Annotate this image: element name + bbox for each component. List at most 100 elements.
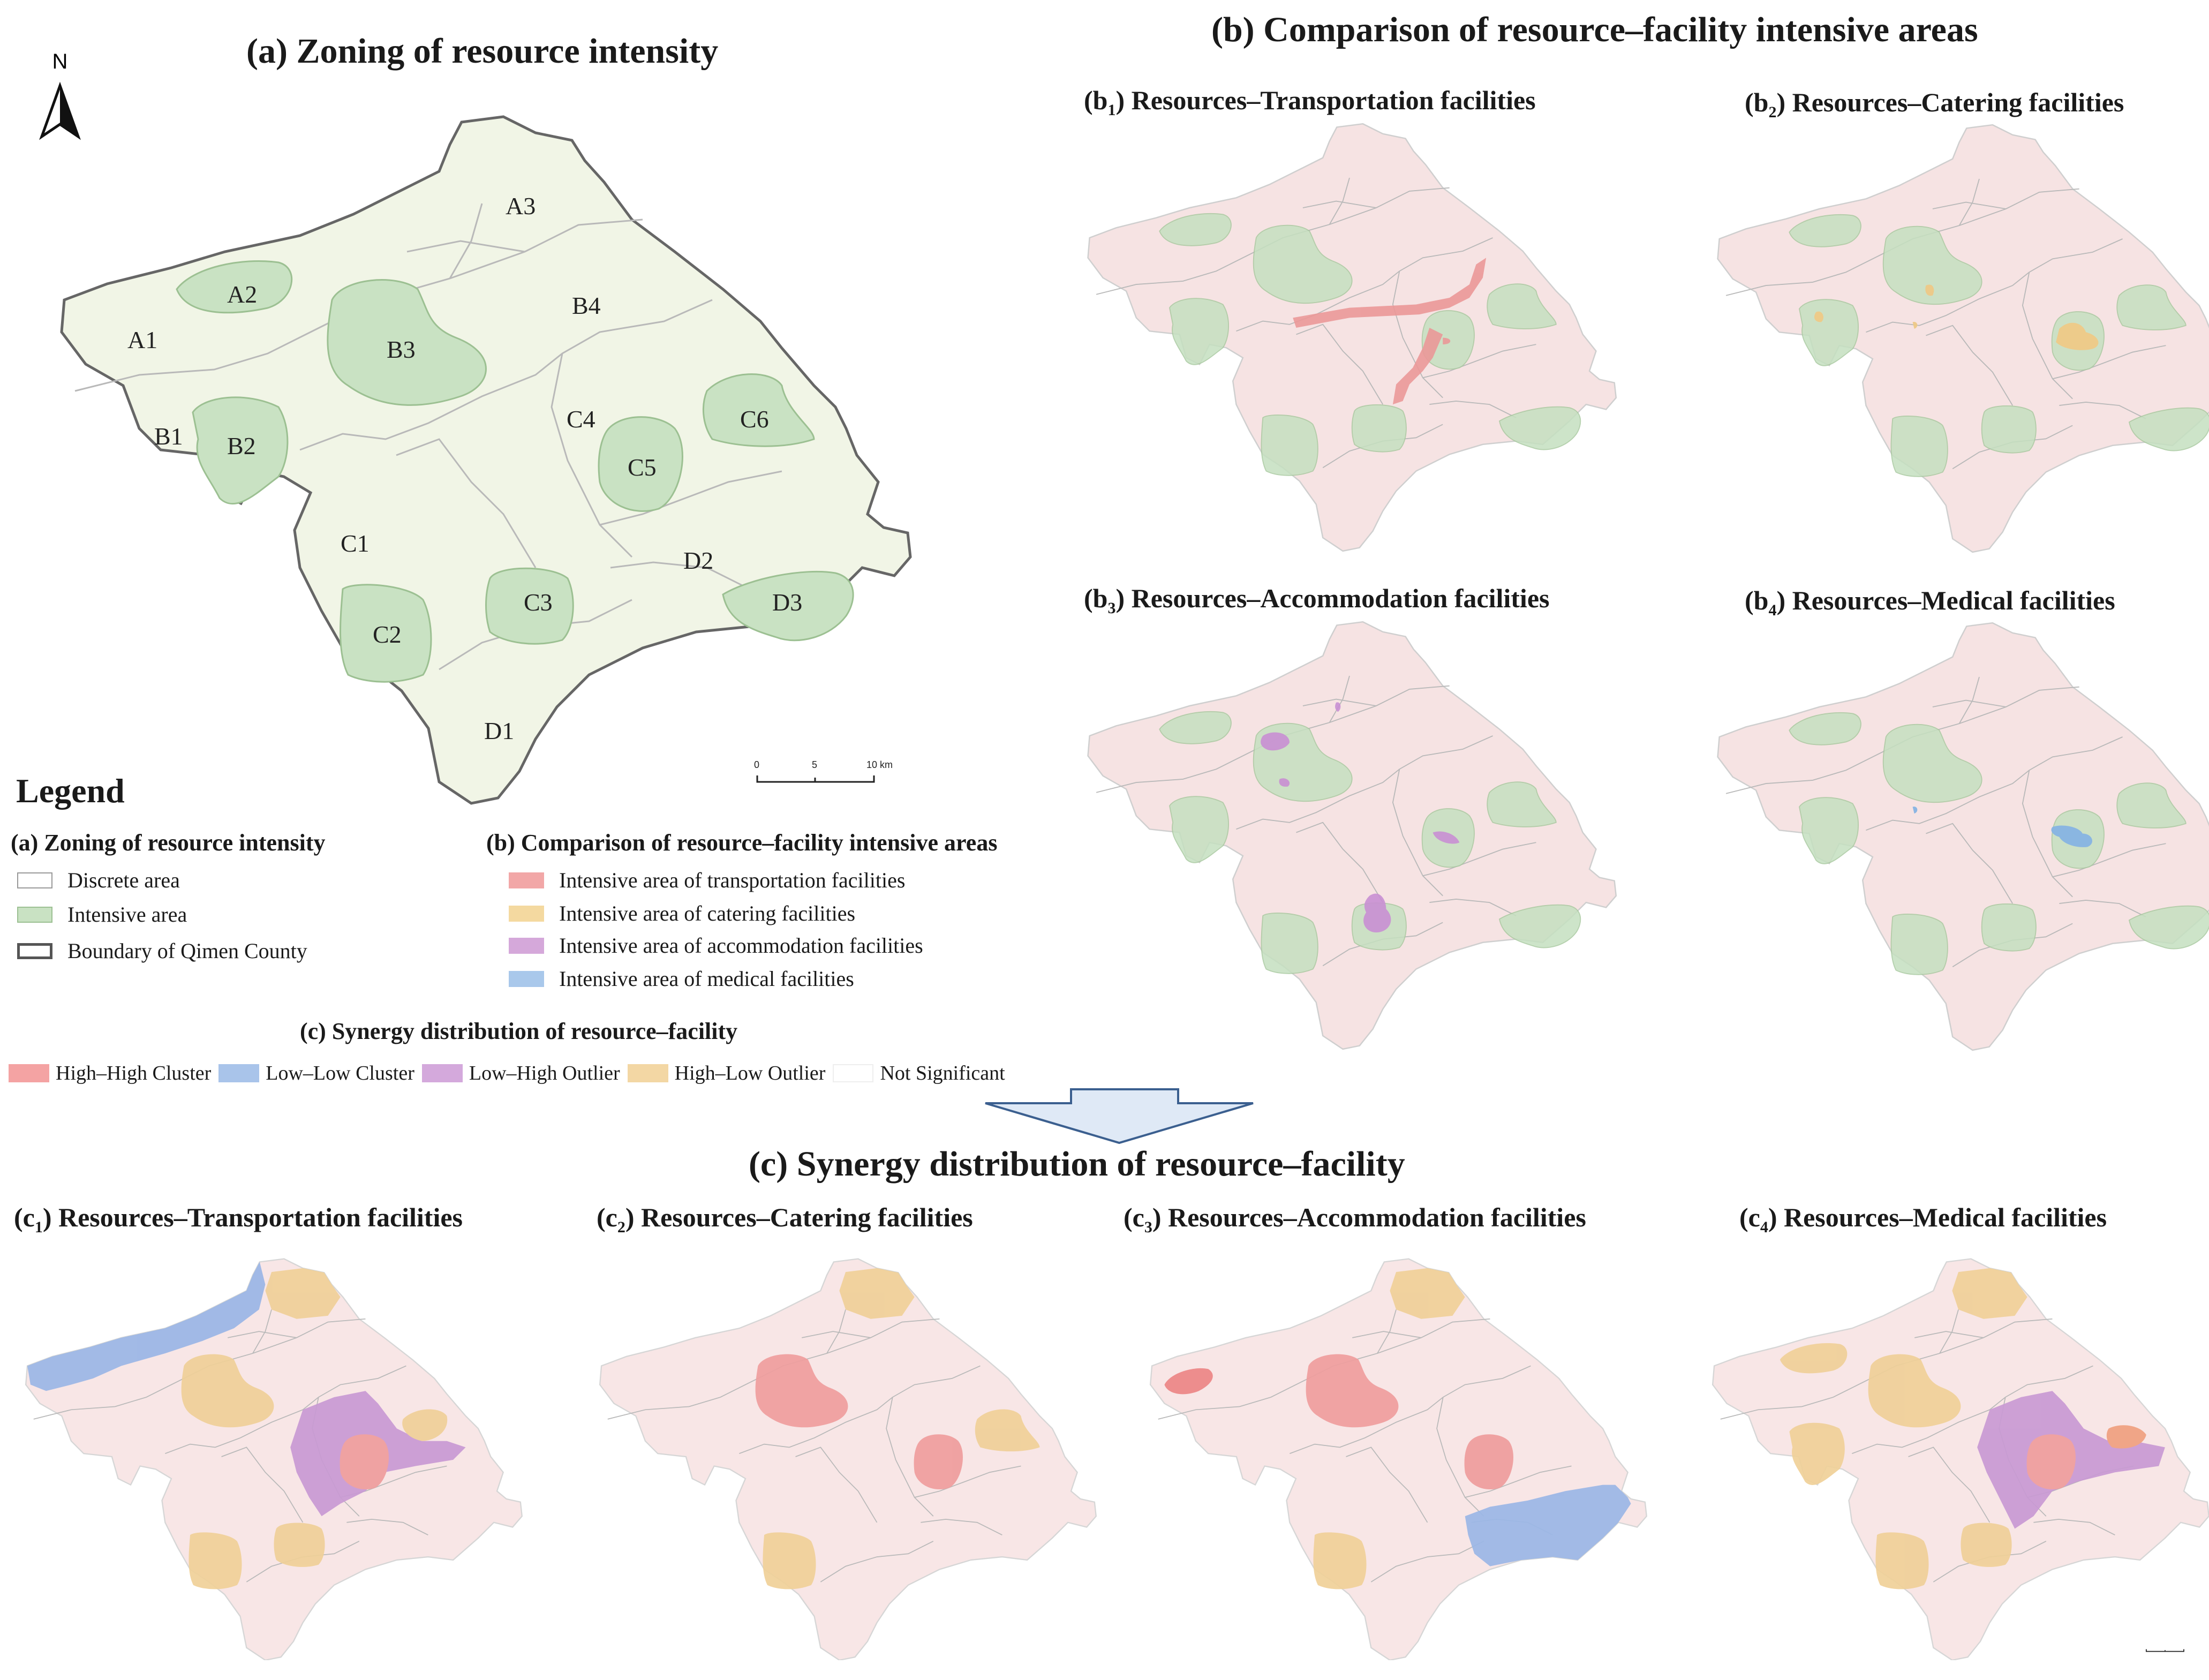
scale-tick-5: 5 <box>812 759 817 770</box>
panel-a-map: N A1 A2 A3 B1 B2 B3 B4 C1 C2 C3 C4 C5 C6… <box>39 50 953 814</box>
c1-high-low <box>181 1354 274 1428</box>
transport-intensive-area <box>1293 258 1487 405</box>
map-b1 <box>1087 123 1617 552</box>
zone-label-a3: A3 <box>506 192 536 220</box>
panel-b1-title: (b1) Resources–Transportation facilities <box>1084 85 1536 119</box>
zone-label-c5: C5 <box>628 454 657 481</box>
swatch-catering <box>509 905 544 922</box>
legend-a-title: (a) Zoning of resource intensity <box>11 830 326 856</box>
legend-item-medical: Intensive area of medical facilities <box>509 966 854 991</box>
zone-d3-area <box>722 570 854 642</box>
panel-c1-title: (c1) Resources–Transportation facilities <box>14 1202 463 1236</box>
panel-b4-title: (b4) Resources–Medical facilities <box>1745 585 2115 619</box>
c4-high-high <box>2106 1425 2146 1449</box>
zone-label-b1: B1 <box>154 423 183 450</box>
map-c1 <box>25 1258 523 1660</box>
down-arrow-icon <box>985 1088 1254 1144</box>
zone-b3-area <box>327 279 487 406</box>
legend-item-transport: Intensive area of transportation facilit… <box>509 868 905 893</box>
c3-high-low <box>1313 1532 1367 1589</box>
c1-high-low <box>274 1523 325 1567</box>
zone-a2-area <box>176 260 293 314</box>
swatch-high-low <box>627 1064 668 1082</box>
zone-label-c1: C1 <box>341 530 370 557</box>
zone-label-b3: B3 <box>387 336 416 363</box>
c4-high-low <box>1875 1532 1929 1589</box>
c1-low-low <box>27 1262 266 1391</box>
swatch-boundary <box>17 943 52 959</box>
swatch-not-significant <box>833 1064 874 1082</box>
panel-b-title: (b) Comparison of resource–facility inte… <box>1211 10 1978 49</box>
map-c3 <box>1149 1258 1647 1660</box>
legend-b-title: (b) Comparison of resource–facility inte… <box>486 830 998 856</box>
c3-high-high <box>1464 1434 1513 1490</box>
zone-label-d3: D3 <box>772 589 802 616</box>
legend-item-boundary: Boundary of Qimen County <box>17 938 307 963</box>
map-b4 <box>1717 622 2209 1051</box>
panel-a-title: (a) Zoning of resource intensity <box>246 32 719 71</box>
zone-label-c4: C4 <box>567 405 595 433</box>
map-b3 <box>1087 621 1617 1050</box>
scale-tick-10: 10 km <box>866 759 893 770</box>
scale-bar <box>756 775 875 783</box>
zone-label-d1: D1 <box>484 717 514 744</box>
legend-item-accommodation: Intensive area of accommodation faciliti… <box>509 933 923 958</box>
legend-item-not-significant: Not Significant <box>833 1061 1005 1085</box>
zone-c5-area <box>598 416 683 512</box>
zone-b2-area <box>192 396 289 505</box>
zone-label-d2: D2 <box>683 547 713 574</box>
legend-heading: Legend <box>16 772 125 810</box>
legend-item-high-high: High–High Cluster <box>9 1061 211 1085</box>
swatch-discrete <box>17 872 52 888</box>
c4-high-low <box>1780 1343 1848 1374</box>
map-b2 <box>1717 124 2209 553</box>
c3-high-high <box>1306 1354 1399 1428</box>
panel-c-title: (c) Synergy distribution of resource–fac… <box>749 1144 1405 1184</box>
c4-high-high <box>2026 1434 2076 1490</box>
panel-c4-title: (c4) Resources–Medical facilities <box>1739 1202 2107 1236</box>
c2-high-low <box>763 1532 816 1589</box>
legend-c-title: (c) Synergy distribution of resource–fac… <box>300 1018 738 1044</box>
legend-item-discrete: Discrete area <box>17 868 180 893</box>
zone-labels: A1 A2 A3 B1 B2 B3 B4 C1 C2 C3 C4 C5 C6 D… <box>127 192 802 744</box>
c4-high-low <box>1868 1354 1961 1428</box>
legend-c-row: High–High Cluster Low–Low Cluster Low–Hi… <box>9 1061 1013 1085</box>
c3-high-high <box>1164 1368 1213 1395</box>
zone-label-b4: B4 <box>572 292 601 319</box>
panel-c3-title: (c3) Resources–Accommodation facilities <box>1124 1202 1586 1236</box>
c4-high-low <box>1961 1523 2012 1567</box>
c1-high-low <box>189 1532 242 1589</box>
zone-label-b2: B2 <box>227 432 256 459</box>
panel-c2-title: (c2) Resources–Catering facilities <box>597 1202 973 1236</box>
panel-b2-title: (b2) Resources–Catering facilities <box>1745 87 2124 121</box>
c1-high-high <box>340 1434 389 1490</box>
accommodation-intensive-area <box>1261 702 1460 933</box>
map-c4 <box>1712 1258 2209 1660</box>
intensive-areas <box>176 260 854 683</box>
c2-high-high <box>755 1354 848 1428</box>
c1-high-low <box>265 1268 341 1319</box>
zone-label-a2: A2 <box>227 281 257 308</box>
legend-item-low-high: Low–High Outlier <box>421 1061 620 1085</box>
legend-item-low-low: Low–Low Cluster <box>218 1061 414 1085</box>
legend-item-catering: Intensive area of catering facilities <box>509 901 855 926</box>
swatch-low-high <box>421 1064 463 1082</box>
c3-low-low <box>1465 1485 1631 1566</box>
panel-b3-title: (b3) Resources–Accommodation facilities <box>1084 583 1550 617</box>
scale-tick-0: 0 <box>754 759 759 770</box>
north-label: N <box>52 50 68 73</box>
swatch-high-high <box>9 1064 49 1082</box>
c4-high-low <box>1952 1268 2027 1319</box>
zone-c6-area <box>702 373 815 447</box>
map-c2 <box>599 1258 1097 1660</box>
catering-intensive-area <box>1814 284 2099 350</box>
legend-item-intensive: Intensive area <box>17 902 187 927</box>
c2-high-low <box>839 1268 915 1319</box>
zone-label-c6: C6 <box>740 405 769 433</box>
medical-intensive-area <box>1912 807 2093 847</box>
swatch-intensive <box>17 906 52 923</box>
zone-label-c2: C2 <box>373 621 402 648</box>
c2-high-low <box>975 1409 1040 1452</box>
scale-bar-c <box>2145 1649 2184 1652</box>
c1-high-low <box>402 1409 448 1441</box>
